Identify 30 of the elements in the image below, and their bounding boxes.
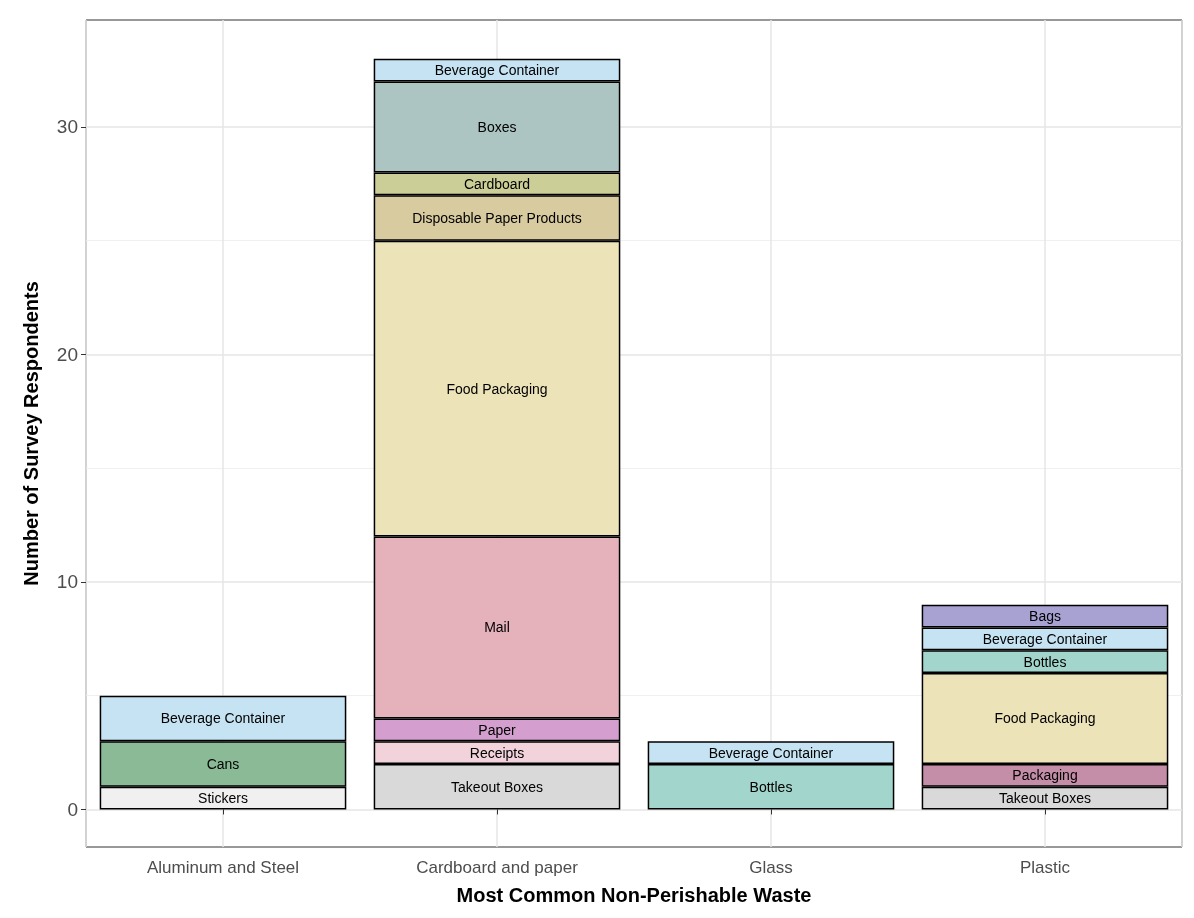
text: Food Packaging — [446, 380, 548, 397]
series-label: Cardboard — [463, 175, 531, 192]
y-tick-label: 0 — [67, 798, 78, 820]
text: Takeout Boxes — [451, 778, 543, 795]
y-tick-label: 10 — [56, 571, 78, 593]
series-label: Food Packaging — [994, 710, 1096, 727]
x-tick-label: Plastic — [1019, 858, 1071, 877]
x-tick-label: Aluminum and Steel — [146, 858, 300, 877]
series-label: Boxes — [477, 118, 517, 135]
x-tick-label: Glass — [749, 858, 793, 877]
text: Beverage Container — [160, 710, 286, 727]
series-label: Paper — [478, 721, 517, 738]
text: Beverage Container — [708, 744, 834, 761]
series-label: Bags — [1029, 608, 1061, 625]
text: Bottles — [749, 778, 793, 795]
series-label: Stickers — [198, 790, 248, 807]
y-tick-label: 30 — [56, 116, 78, 138]
x-tick-label: Cardboard and paper — [416, 858, 579, 877]
text: Beverage Container — [982, 630, 1108, 647]
y-tick-label: 20 — [56, 343, 78, 365]
series-label: Packaging — [1012, 767, 1078, 784]
x-axis-title: Most Common Non-Perishable Waste — [456, 884, 812, 906]
series-label: Mail — [484, 619, 510, 636]
series-label: Disposable Paper Products — [412, 209, 582, 226]
series-label: Cans — [206, 755, 240, 772]
series-label: Receipts — [469, 744, 525, 761]
series-label: Takeout Boxes — [999, 790, 1091, 807]
series-label: Bottles — [1023, 653, 1067, 670]
series-label: Beverage Container — [434, 62, 560, 79]
y-axis-title: Number of Survey Respondents — [20, 281, 42, 586]
